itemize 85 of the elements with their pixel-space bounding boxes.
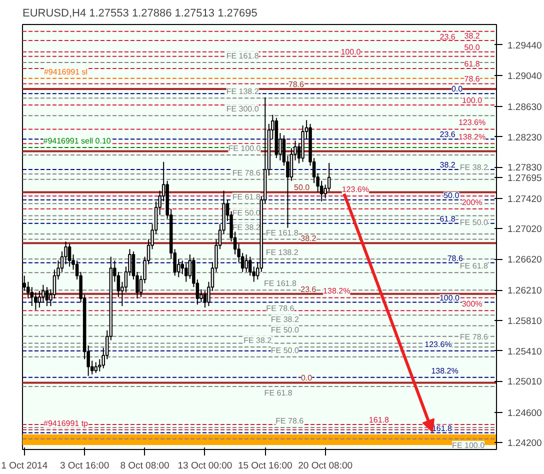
- annotation: 38.2: [300, 234, 317, 244]
- annotation: FE 100.0: [228, 144, 262, 154]
- annotation: FE 161.8: [266, 228, 299, 238]
- annotation: FE 38.2: [270, 314, 300, 324]
- annotation: 78.6: [288, 80, 305, 90]
- annotation: 123.6%: [458, 118, 486, 128]
- x-tick-label: 8 Oct 08:00: [120, 460, 170, 472]
- annotation: 23.6: [440, 130, 456, 140]
- annotation: FE 138.2: [266, 248, 299, 258]
- y-tick-label: 1.28630: [508, 102, 542, 113]
- annotation: 0.0: [451, 84, 464, 94]
- annotation: 78.6: [447, 254, 464, 263]
- annotation: 138.2%: [323, 286, 350, 296]
- annotation: #9416991 sell 0.10: [43, 136, 112, 146]
- annotation: 161.8: [432, 424, 453, 433]
- annotation: 23.6: [440, 32, 456, 42]
- x-tick-label: 1 Oct 2014: [1, 460, 48, 472]
- annotation: 100.0: [462, 96, 483, 105]
- annotation: FE 78.6: [276, 416, 304, 426]
- annotation: FE 300.0: [226, 104, 260, 114]
- annotation: FE 38.2: [460, 163, 488, 172]
- annotation: FE 61.8: [264, 388, 293, 398]
- annotation: FE 161.8: [226, 51, 260, 60]
- annotation: FE 61.8: [232, 192, 261, 202]
- y-tick-label: 1.24600: [508, 408, 542, 419]
- annotation: 61.8: [440, 214, 456, 224]
- x-tick-label: 15 Oct 16:00: [238, 460, 292, 472]
- y-tick-label: 1.28230: [508, 132, 542, 144]
- annotation: FE 61.8: [460, 262, 488, 271]
- annotation: FE 38.2: [244, 336, 272, 346]
- x-tick-label: 20 Oct 08:00: [298, 460, 353, 472]
- annotation: 50.0: [294, 183, 310, 192]
- y-tick-label: 1.27830: [508, 162, 542, 174]
- annotation: FE 161.8: [264, 279, 297, 288]
- annotation: 300%: [462, 300, 482, 309]
- annotation: FE 78.6: [460, 332, 488, 342]
- y-tick-label: 1.25010: [508, 376, 542, 388]
- candlestick: [184, 263, 188, 282]
- candlestick: [30, 286, 34, 307]
- y-tick-label: 1.24200: [508, 438, 542, 450]
- chart-title: EURUSD,H4 1.27553 1.27886 1.27513 1.27695: [22, 8, 258, 20]
- candlestick: [248, 256, 252, 276]
- x-tick-label: 13 Oct 00:00: [178, 460, 232, 472]
- annotation: #9416991 sl: [44, 67, 88, 76]
- annotation: 123.6%: [342, 185, 370, 194]
- annotation: 138.2%: [458, 132, 486, 142]
- y-tick-label: 1.25810: [508, 316, 542, 327]
- candlestick: [98, 358, 102, 372]
- y-tick-label: 1.25410: [508, 346, 542, 358]
- annotation: FE 50.0: [270, 325, 300, 334]
- y-tick-label: 1.27420: [508, 194, 542, 205]
- y-tick-label: 1.27695: [508, 172, 542, 184]
- x-tick-label: 3 Oct 16:00: [60, 460, 110, 472]
- annotation: 50.0: [444, 190, 460, 200]
- y-tick-label: 1.29040: [508, 70, 542, 82]
- annotation: 123.6%: [424, 340, 452, 349]
- annotation: 161.8: [368, 415, 390, 424]
- annotation: 38.2: [440, 160, 456, 170]
- candlestick: [45, 286, 49, 307]
- candlestick: [60, 250, 64, 272]
- y-tick-label: 1.26210: [508, 286, 542, 297]
- annotation: 78.6: [464, 74, 480, 84]
- annotation: FE 100.0: [452, 440, 486, 450]
- annotation: 38.2: [464, 31, 480, 40]
- annotation: 0.0: [300, 374, 313, 383]
- y-tick-label: 1.27020: [508, 224, 542, 236]
- annotation: 100.0: [340, 47, 362, 56]
- annotation: 23.6: [300, 284, 317, 294]
- annotation: 200%: [462, 198, 482, 207]
- annotation: 138.2%: [431, 366, 458, 376]
- annotation: 61.8: [464, 60, 480, 69]
- annotation: FE 138.2: [226, 87, 260, 96]
- annotation: FE 78.6: [232, 168, 261, 178]
- annotation: FE 78.6: [266, 304, 295, 314]
- annotation: 100.0: [439, 293, 460, 302]
- candlestick: [203, 290, 207, 308]
- candlestick: [94, 362, 98, 374]
- annotation: FE 50.0: [460, 218, 488, 227]
- y-tick-label: 1.29440: [508, 40, 542, 52]
- candlestick: [244, 254, 248, 272]
- annotation: #9416991 tp: [44, 418, 89, 428]
- annotation: 50.0: [464, 42, 480, 52]
- annotation: FE 50.0: [270, 346, 300, 355]
- candlestick: [68, 243, 72, 268]
- y-tick-label: 1.26620: [508, 254, 542, 266]
